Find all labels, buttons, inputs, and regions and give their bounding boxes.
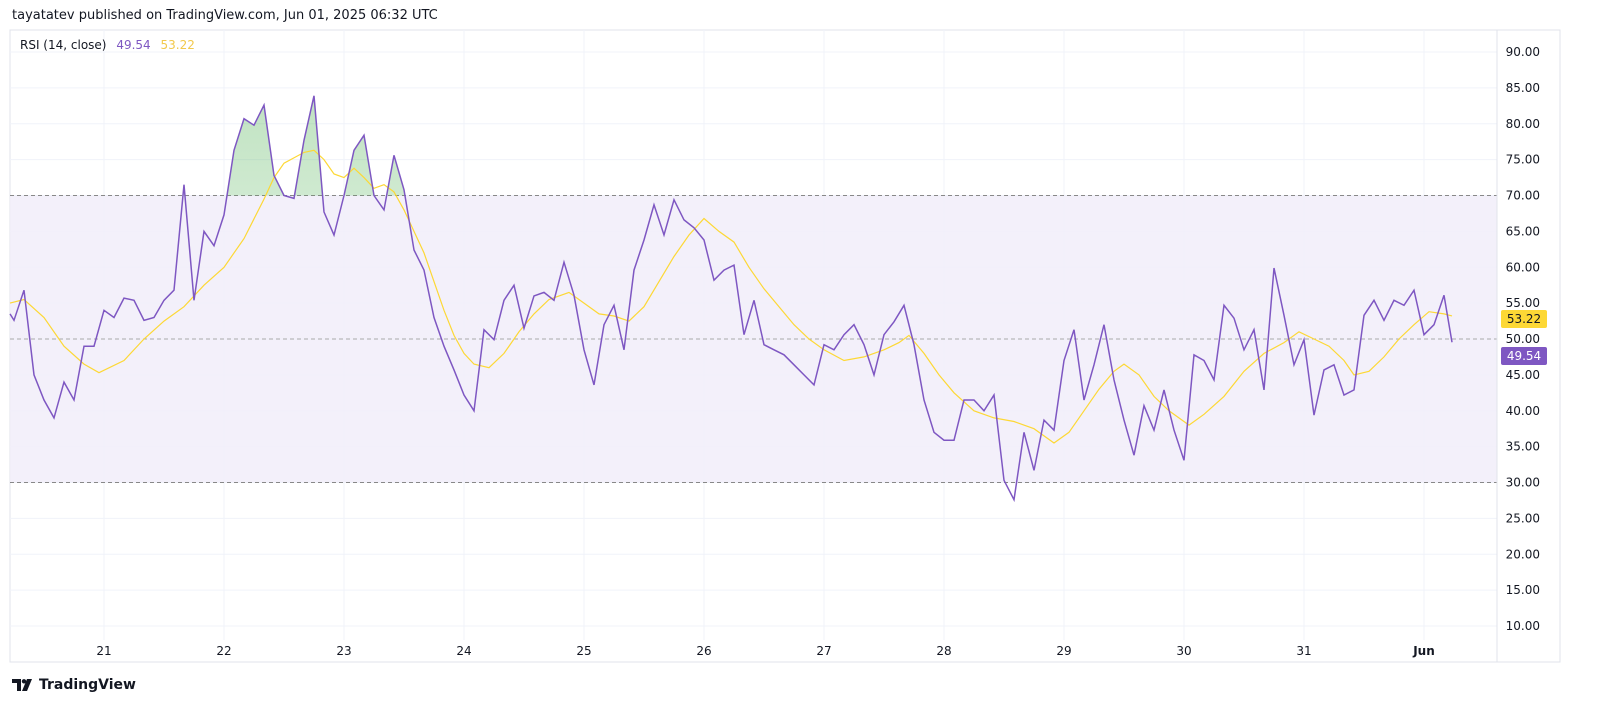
- x-tick-label: 30: [1176, 644, 1191, 658]
- y-tick-label: 45.00: [1506, 368, 1540, 382]
- y-tick-label: 80.00: [1506, 117, 1540, 131]
- rsi-ma-line: [9, 149, 1453, 444]
- y-tick-label: 65.00: [1506, 224, 1540, 238]
- y-tick-label: 85.00: [1506, 81, 1540, 95]
- ma-value: 53.22: [160, 38, 195, 52]
- ma-last-value: 53.22: [1507, 312, 1541, 326]
- tradingview-logo[interactable]: TradingView: [12, 677, 136, 693]
- tradingview-logo-icon: [12, 679, 32, 691]
- rsi-last-label: 49.54: [1501, 347, 1547, 365]
- x-tick-label: 31: [1296, 644, 1311, 658]
- y-tick-label: 50.00: [1506, 332, 1540, 346]
- x-tick-label: 27: [816, 644, 831, 658]
- x-tick-label: 21: [96, 644, 111, 658]
- x-tick-label: Jun: [1412, 644, 1435, 658]
- x-tick-label: 29: [1056, 644, 1071, 658]
- rsi-line: [9, 95, 1453, 503]
- y-tick-label: 10.00: [1506, 619, 1540, 633]
- y-tick-label: 35.00: [1506, 440, 1540, 454]
- y-tick-label: 20.00: [1506, 547, 1540, 561]
- x-tick-label: 25: [576, 644, 591, 658]
- y-tick-label: 55.00: [1506, 296, 1540, 310]
- x-tick-label: 24: [456, 644, 471, 658]
- y-tick-label: 30.00: [1506, 476, 1540, 490]
- x-tick-label: 22: [216, 644, 231, 658]
- x-tick-label: 23: [336, 644, 351, 658]
- y-tick-label: 15.00: [1506, 583, 1540, 597]
- y-tick-label: 40.00: [1506, 404, 1540, 418]
- time-axis[interactable]: 21 22 23 24 25 26 27 28 29 30 31 Jun: [96, 644, 1434, 658]
- x-tick-label: 28: [936, 644, 951, 658]
- y-tick-label: 70.00: [1506, 189, 1540, 203]
- publish-info: tayatatev published on TradingView.com, …: [12, 8, 438, 23]
- rsi-value: 49.54: [116, 38, 151, 52]
- brand-name: TradingView: [39, 677, 136, 693]
- y-tick-label: 60.00: [1506, 260, 1540, 274]
- ma-last-label: 53.22: [1501, 310, 1547, 328]
- y-tick-label: 90.00: [1506, 45, 1540, 59]
- y-tick-label: 75.00: [1506, 153, 1540, 167]
- x-tick-label: 26: [696, 644, 711, 658]
- y-tick-label: 25.00: [1506, 511, 1540, 525]
- indicator-legend[interactable]: RSI (14, close) 49.54 53.22: [20, 38, 201, 52]
- indicator-name: RSI (14, close): [20, 38, 107, 52]
- price-axis[interactable]: 10.00 15.00 20.00 25.00 30.00 35.00 40.00 45.00…: [1506, 45, 1540, 633]
- rsi-last-value: 49.54: [1507, 349, 1541, 363]
